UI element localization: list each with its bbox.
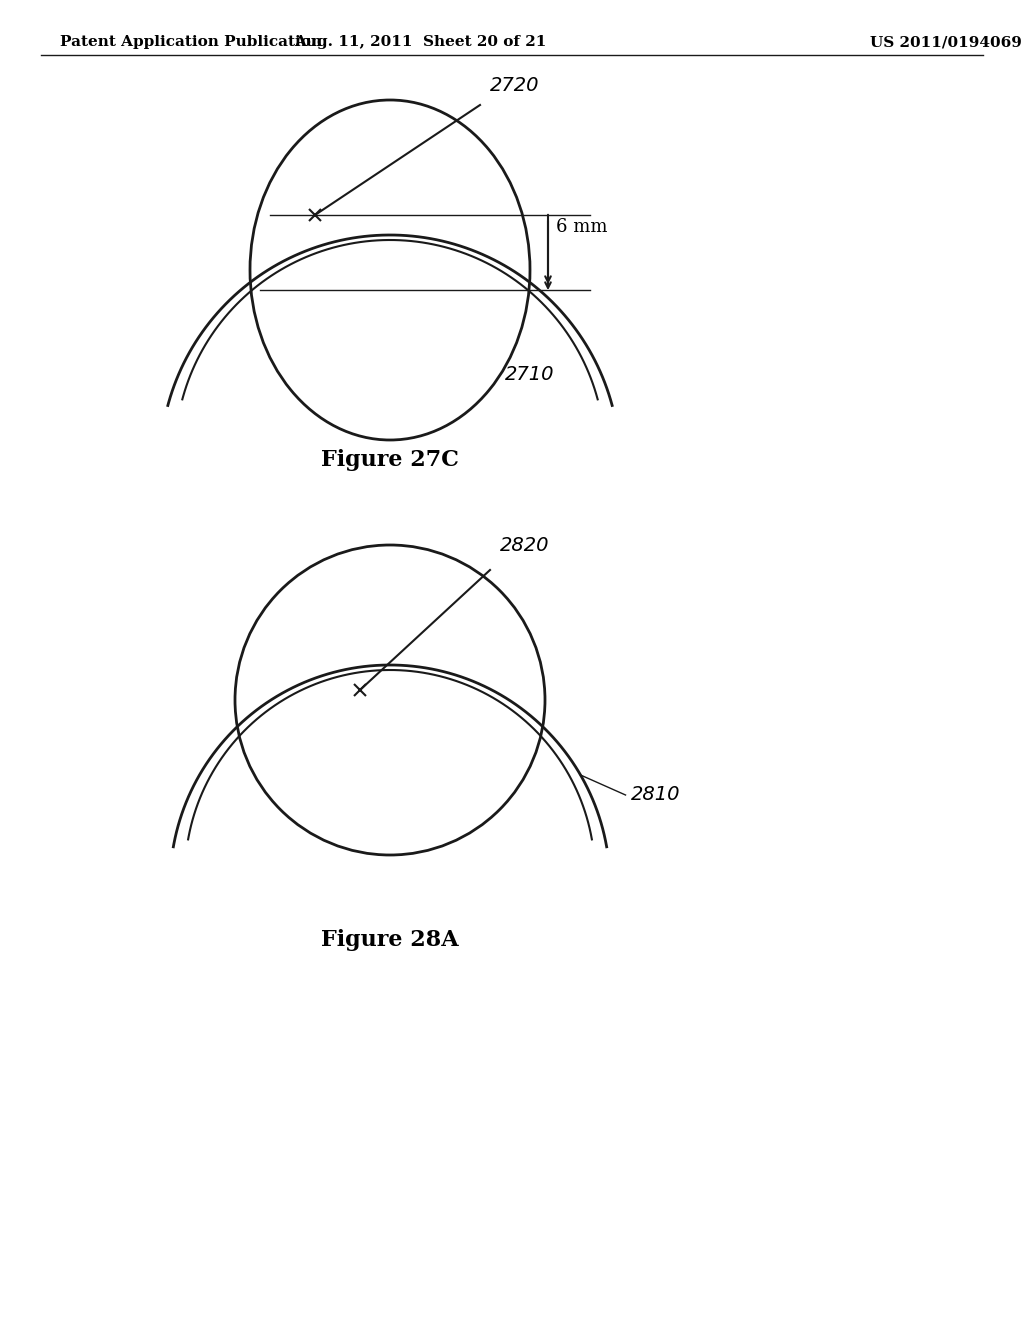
Text: Aug. 11, 2011  Sheet 20 of 21: Aug. 11, 2011 Sheet 20 of 21 (294, 36, 546, 49)
Text: Figure 27C: Figure 27C (322, 449, 459, 471)
Text: US 2011/0194069 A1: US 2011/0194069 A1 (870, 36, 1024, 49)
Text: 2720: 2720 (490, 77, 540, 95)
Text: Figure 28A: Figure 28A (322, 929, 459, 950)
Text: 2820: 2820 (500, 536, 550, 554)
Text: 2810: 2810 (631, 785, 680, 804)
Text: Patent Application Publication: Patent Application Publication (60, 36, 322, 49)
Text: 2710: 2710 (505, 366, 555, 384)
Text: 6 mm: 6 mm (556, 219, 607, 236)
